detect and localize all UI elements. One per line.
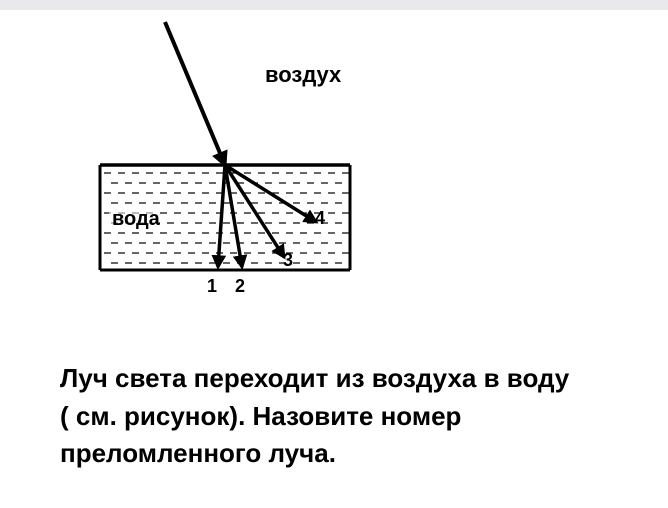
svg-text:3: 3 [283, 250, 293, 270]
question-text: Луч света переходит из воздуха в воду ( … [60, 360, 580, 473]
svg-text:2: 2 [235, 276, 245, 296]
refraction-svg: воздух вода 12 3 4 [70, 10, 430, 320]
page-root: воздух вода 12 3 4 Луч света переходит из во… [0, 0, 668, 508]
svg-text:воздух: воздух [265, 62, 342, 87]
svg-text:вода: вода [112, 208, 161, 230]
refraction-figure: воздух вода 12 3 4 [70, 10, 430, 320]
svg-text:1: 1 [207, 276, 217, 296]
svg-text:4: 4 [315, 208, 325, 228]
topbar [0, 0, 668, 10]
